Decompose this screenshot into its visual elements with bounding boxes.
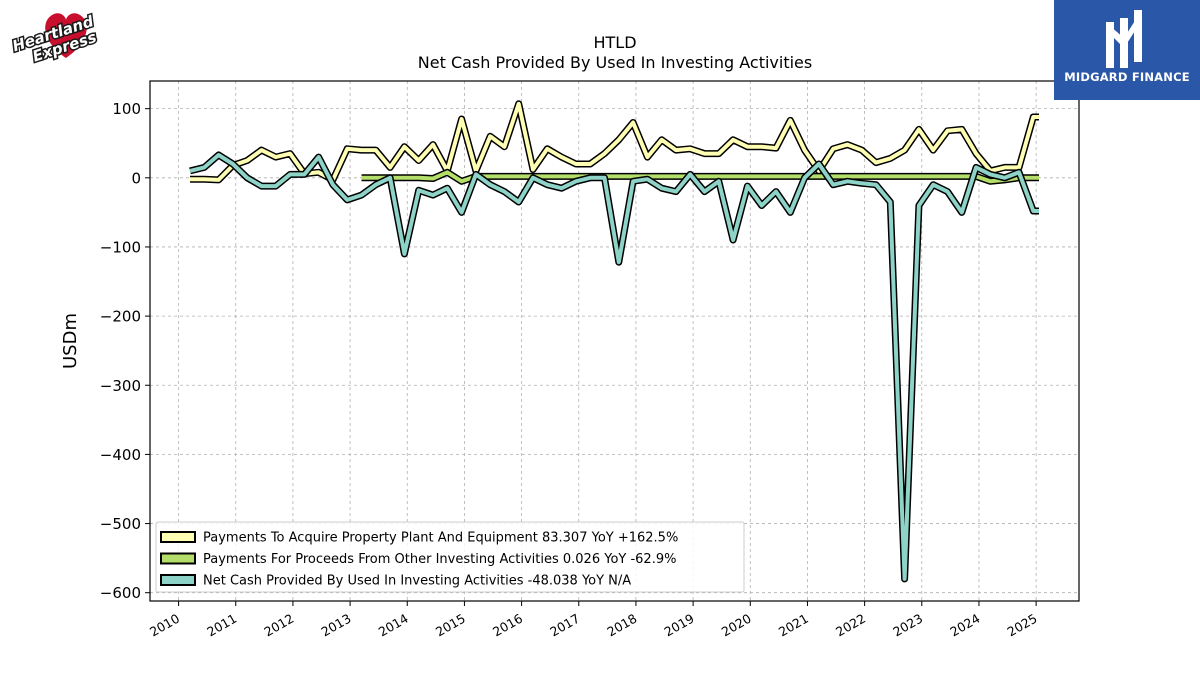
x-tick-label: 2010 bbox=[147, 611, 182, 640]
x-tick-label: 2012 bbox=[261, 611, 296, 640]
y-axis: 100 0 −100 −200 −300 −400 −500 −600 bbox=[100, 100, 150, 602]
x-tick-label: 2025 bbox=[1005, 611, 1040, 640]
legend-label: Payments For Proceeds From Other Investi… bbox=[203, 552, 676, 567]
x-tick-label: 2011 bbox=[204, 611, 239, 640]
x-tick-label: 2015 bbox=[433, 611, 468, 640]
legend-label: Payments To Acquire Property Plant And E… bbox=[203, 531, 678, 546]
series-line-2 bbox=[189, 153, 1039, 581]
chart-title: HTLD bbox=[593, 33, 636, 52]
plot-frame bbox=[149, 80, 1080, 602]
y-tick-label: −200 bbox=[100, 308, 141, 326]
x-tick-label: 2014 bbox=[376, 611, 411, 640]
y-tick-label: −600 bbox=[100, 584, 141, 602]
heartland-express-logo: Heartland Express bbox=[4, 6, 120, 67]
y-tick-label: 0 bbox=[131, 169, 141, 187]
y-tick-label: −400 bbox=[100, 446, 141, 464]
x-tick-label: 2020 bbox=[719, 611, 754, 640]
x-tick-label: 2024 bbox=[947, 611, 982, 640]
x-tick-label: 2021 bbox=[776, 611, 811, 640]
legend-swatch bbox=[160, 531, 196, 543]
midgard-finance-logo: MIDGARD FINANCE bbox=[1054, 0, 1200, 100]
x-tick-label: 2013 bbox=[319, 611, 354, 640]
legend-label: Net Cash Provided By Used In Investing A… bbox=[203, 574, 631, 589]
x-tick-label: 2019 bbox=[662, 611, 697, 640]
x-tick-label: 2017 bbox=[547, 611, 582, 640]
midgard-finance-text: MIDGARD FINANCE bbox=[1064, 70, 1190, 84]
y-tick-label: −100 bbox=[100, 238, 141, 256]
x-tick-label: 2018 bbox=[604, 611, 639, 640]
legend: Payments To Acquire Property Plant And E… bbox=[155, 521, 745, 593]
legend-swatch bbox=[160, 574, 196, 586]
grid bbox=[150, 81, 1079, 601]
x-tick-label: 2016 bbox=[490, 611, 525, 640]
legend-box bbox=[155, 521, 745, 593]
chart-subtitle: Net Cash Provided By Used In Investing A… bbox=[418, 53, 812, 72]
series-line-0 bbox=[190, 101, 1039, 182]
series-lines bbox=[189, 100, 1039, 583]
legend-swatch bbox=[160, 552, 196, 565]
x-tick-label: 2022 bbox=[833, 611, 868, 640]
x-axis: 2010 2011 2012 2013 2014 2015 2016 2017 2018 2019… bbox=[147, 601, 1040, 640]
y-tick-label: 100 bbox=[112, 100, 141, 118]
y-axis-label: USDm bbox=[60, 313, 81, 369]
y-tick-label: −300 bbox=[100, 377, 141, 395]
midgard-mark-icon bbox=[1106, 10, 1142, 68]
x-tick-label: 2023 bbox=[890, 611, 925, 640]
y-tick-label: −500 bbox=[100, 515, 141, 533]
